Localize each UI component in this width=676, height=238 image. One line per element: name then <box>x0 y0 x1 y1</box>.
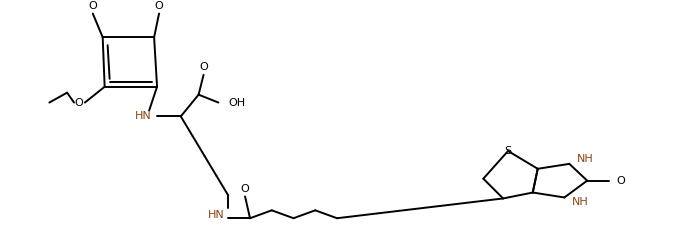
Text: HN: HN <box>135 111 151 121</box>
Text: O: O <box>155 1 164 11</box>
Text: O: O <box>74 98 83 108</box>
Text: HN: HN <box>208 210 224 220</box>
Text: NH: NH <box>577 154 594 164</box>
Text: NH: NH <box>573 197 589 207</box>
Text: S: S <box>504 146 512 156</box>
Text: O: O <box>617 176 625 186</box>
Text: O: O <box>199 62 208 72</box>
Text: O: O <box>241 183 249 193</box>
Text: O: O <box>89 1 97 11</box>
Text: OH: OH <box>228 98 245 108</box>
